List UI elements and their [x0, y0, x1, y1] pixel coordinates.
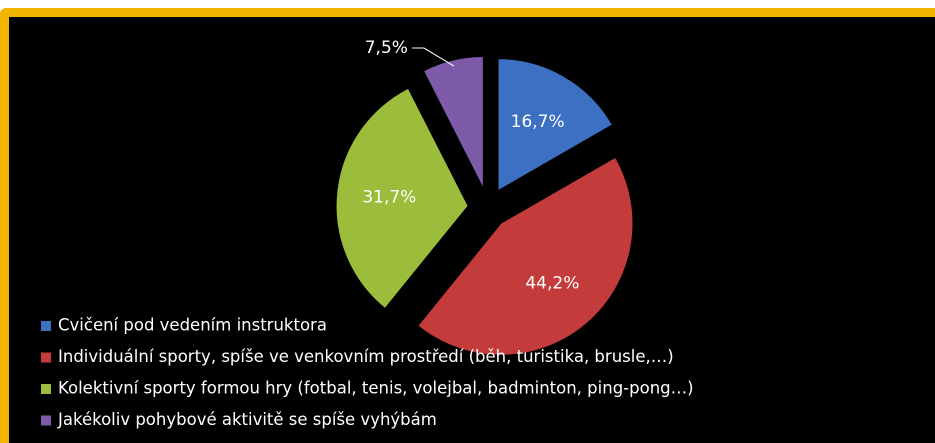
legend-label: Kolektivní sporty formou hry (fotbal, te…	[58, 379, 694, 398]
legend-swatch	[41, 352, 51, 363]
pie-slice	[417, 156, 634, 356]
data-label: 31,7%	[362, 188, 416, 208]
legend-label: Cvičení pod vedením instruktora	[58, 316, 327, 335]
pie-slice	[497, 58, 614, 192]
legend-swatch	[41, 321, 51, 331]
legend-label: Individuální sporty, spíše ve venkovním …	[58, 347, 674, 366]
legend-swatch	[41, 384, 51, 394]
pie-slice	[335, 87, 469, 310]
legend-swatch	[41, 415, 51, 426]
pie-slice	[422, 56, 484, 189]
data-label: 44,2%	[525, 273, 579, 293]
legend-label: Jakékoliv pohybové aktivitě se spíše vyh…	[57, 410, 437, 429]
leader-line	[411, 47, 455, 67]
data-label: 16,7%	[511, 112, 565, 132]
data-label: 7,5%	[365, 38, 408, 58]
